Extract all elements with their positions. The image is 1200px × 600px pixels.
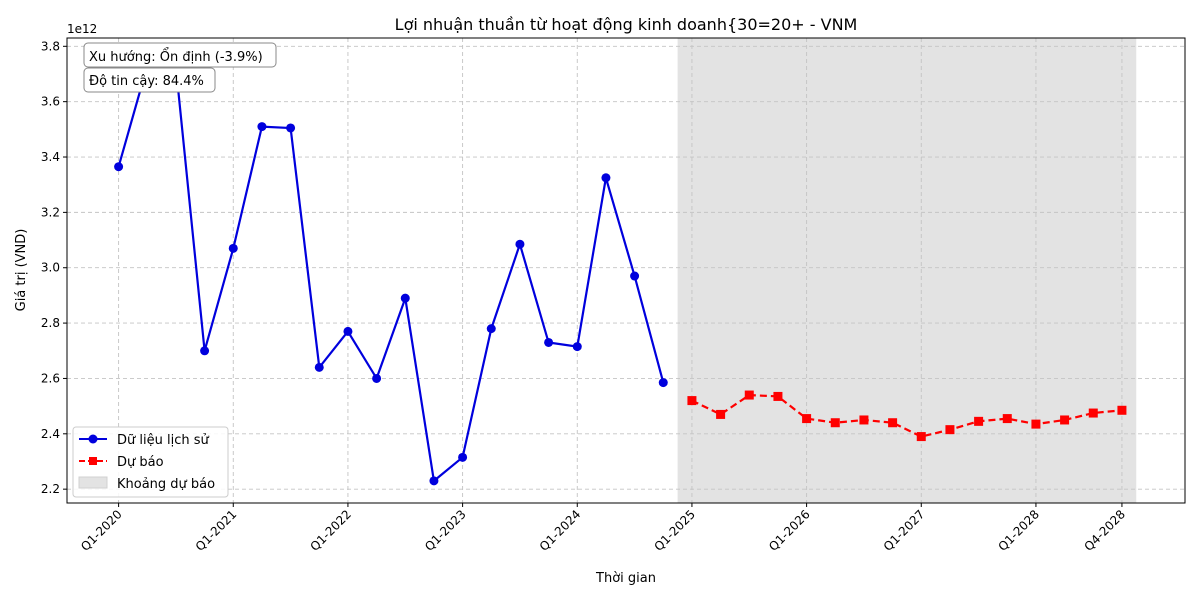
history-point — [458, 452, 468, 462]
forecast-point — [1031, 419, 1041, 429]
x-axis-label: Thời gian — [595, 571, 656, 586]
history-point — [114, 162, 124, 172]
history-point — [314, 362, 324, 372]
forecast-series — [687, 390, 1127, 442]
forecast-line — [691, 393, 1123, 438]
confidence-annotation-text: Độ tin cậy: 84.4% — [89, 74, 204, 89]
forecast-point — [888, 418, 898, 428]
y-tick-label: 3.6 — [41, 95, 60, 109]
x-tick-label: Q1-2020 — [78, 507, 125, 554]
forecast-point — [1088, 408, 1098, 418]
history-point — [630, 271, 640, 281]
history-point — [200, 346, 210, 356]
x-tick-label: Q1-2026 — [766, 507, 813, 554]
forecast-point — [1117, 405, 1127, 415]
legend-box — [72, 426, 229, 498]
forecast-point — [830, 418, 840, 428]
forecast-point — [687, 396, 697, 406]
history-point — [572, 342, 582, 352]
history-point — [257, 122, 267, 132]
confidence-annotation: Độ tin cậy: 84.4% — [83, 67, 216, 93]
plot-frame — [66, 37, 1186, 504]
history-point — [372, 373, 382, 383]
forecast-point — [802, 414, 812, 424]
history-point — [601, 173, 611, 183]
history-series — [114, 61, 668, 486]
history-point — [544, 337, 554, 347]
legend-region-label: Khoảng dự báo — [117, 477, 215, 492]
y-tick-label: 2.4 — [41, 427, 60, 441]
forecast-point — [974, 416, 984, 426]
forecast-point — [744, 390, 754, 400]
y-tick-label: 2.2 — [41, 482, 60, 496]
history-point — [400, 293, 410, 303]
history-point — [658, 378, 668, 388]
x-tick-label: Q1-2028 — [995, 507, 1042, 554]
y-tick-label: 3.0 — [41, 261, 60, 275]
forecast-point — [1002, 414, 1012, 424]
y-axis-label: Giá trị (VND) — [14, 229, 29, 312]
forecast-point — [716, 409, 726, 419]
x-tick-label: Q4-2028 — [1081, 507, 1128, 554]
legend-history-label: Dữ liệu lịch sử — [117, 433, 209, 448]
x-tick-label: Q1-2027 — [881, 507, 928, 554]
history-point — [515, 239, 525, 249]
x-tick-label: Q1-2025 — [651, 507, 698, 554]
legend-forecast-marker — [89, 457, 97, 465]
x-tick-label: Q1-2021 — [193, 507, 240, 554]
y-scale-label: 1e12 — [67, 22, 97, 36]
forecast-point — [945, 425, 955, 435]
legend-forecast-label: Dự báo — [117, 455, 164, 470]
y-tick-label: 3.2 — [41, 205, 60, 219]
forecast-region-layer — [677, 38, 1137, 503]
x-tick-label: Q1-2024 — [537, 507, 584, 554]
x-tick-label: Q1-2023 — [422, 507, 469, 554]
history-point — [343, 326, 353, 336]
grid-layer — [67, 38, 1185, 503]
legend-region-swatch — [78, 476, 108, 489]
forecast-point — [916, 432, 926, 442]
legend-history-marker — [88, 434, 98, 444]
y-tick-label: 2.6 — [41, 371, 60, 385]
legend: Dữ liệu lịch sử Dự báo Khoảng dự báo — [72, 426, 229, 498]
x-tick-label: Q1-2022 — [307, 507, 354, 554]
history-point — [486, 324, 496, 334]
history-point — [228, 243, 238, 253]
y-tick-label: 3.8 — [41, 39, 60, 53]
confidence-annotation-box — [83, 67, 216, 93]
y-tick-label: 3.4 — [41, 150, 60, 164]
forecast-region — [677, 38, 1137, 503]
forecast-point — [859, 415, 869, 425]
trend-annotation: Xu hướng: Ổn định (-3.9%) — [83, 42, 277, 68]
trend-annotation-text: Xu hướng: Ổn định (-3.9%) — [89, 48, 263, 65]
history-line — [117, 64, 665, 483]
history-point — [286, 123, 296, 133]
forecast-point — [1060, 415, 1070, 425]
chart-title: Lợi nhuận thuần từ hoạt động kinh doanh{… — [395, 15, 858, 34]
series-layer — [114, 61, 1127, 486]
history-point — [429, 476, 439, 486]
y-tick-label: 2.8 — [41, 316, 60, 330]
trend-annotation-box — [83, 42, 277, 68]
forecast-point — [773, 391, 783, 401]
